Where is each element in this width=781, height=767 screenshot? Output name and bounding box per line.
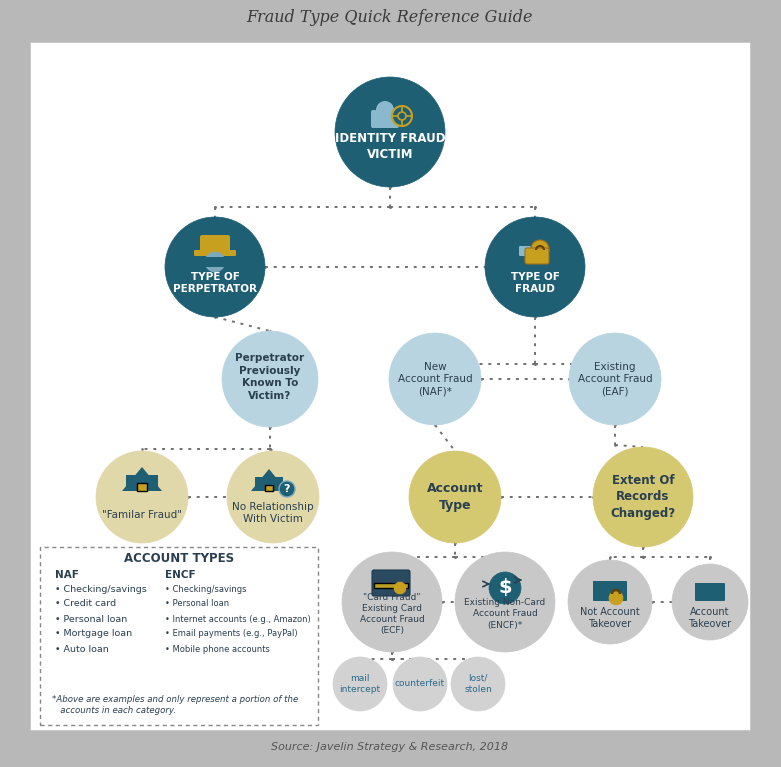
Text: Account
Takeover: Account Takeover xyxy=(688,607,732,629)
Text: • Email payments (e.g., PayPal): • Email payments (e.g., PayPal) xyxy=(165,630,298,638)
FancyBboxPatch shape xyxy=(374,583,408,588)
Circle shape xyxy=(205,252,225,272)
Circle shape xyxy=(451,657,505,711)
Circle shape xyxy=(342,552,442,652)
Circle shape xyxy=(672,564,748,640)
Text: ENCF: ENCF xyxy=(165,570,195,580)
Polygon shape xyxy=(251,469,287,491)
Text: TYPE OF
PERPETRATOR: TYPE OF PERPETRATOR xyxy=(173,272,257,295)
Text: lost/
stolen: lost/ stolen xyxy=(464,674,492,694)
FancyBboxPatch shape xyxy=(525,248,549,264)
Circle shape xyxy=(393,657,447,711)
Circle shape xyxy=(489,572,521,604)
Circle shape xyxy=(455,552,555,652)
Text: "Card Fraud"
Existing Card
Account Fraud
(ECF): "Card Fraud" Existing Card Account Fraud… xyxy=(359,593,424,635)
FancyBboxPatch shape xyxy=(30,42,750,730)
Text: • Internet accounts (e.g., Amazon): • Internet accounts (e.g., Amazon) xyxy=(165,614,311,624)
Circle shape xyxy=(333,657,387,711)
Text: $: $ xyxy=(498,578,512,597)
Text: • Personal loan: • Personal loan xyxy=(55,614,127,624)
FancyBboxPatch shape xyxy=(194,250,236,256)
FancyBboxPatch shape xyxy=(593,581,611,589)
Text: ?: ? xyxy=(284,484,291,494)
FancyBboxPatch shape xyxy=(519,246,531,256)
Circle shape xyxy=(485,217,585,317)
Text: Extent Of
Records
Changed?: Extent Of Records Changed? xyxy=(611,475,676,519)
FancyBboxPatch shape xyxy=(40,547,318,725)
Text: Fraud Type Quick Reference Guide: Fraud Type Quick Reference Guide xyxy=(247,8,533,25)
Circle shape xyxy=(165,217,265,317)
Text: New
Account Fraud
(NAF)*: New Account Fraud (NAF)* xyxy=(398,361,473,397)
Text: • Mortgage loan: • Mortgage loan xyxy=(55,630,132,638)
Text: counterfeit: counterfeit xyxy=(395,680,445,689)
Circle shape xyxy=(569,333,661,425)
Text: Account
Type: Account Type xyxy=(426,482,483,512)
Text: • Credit card: • Credit card xyxy=(55,600,116,608)
Circle shape xyxy=(531,240,549,258)
Circle shape xyxy=(394,582,406,594)
Circle shape xyxy=(222,331,318,427)
Polygon shape xyxy=(126,475,158,491)
Text: • Checking/savings: • Checking/savings xyxy=(55,584,147,594)
Circle shape xyxy=(593,447,693,547)
Circle shape xyxy=(96,451,188,543)
Circle shape xyxy=(227,451,319,543)
Circle shape xyxy=(392,106,412,126)
FancyBboxPatch shape xyxy=(202,257,228,267)
Circle shape xyxy=(609,591,623,605)
FancyBboxPatch shape xyxy=(593,581,627,601)
Text: TYPE OF
FRAUD: TYPE OF FRAUD xyxy=(511,272,559,295)
Text: Not Account
Takeover: Not Account Takeover xyxy=(580,607,640,629)
FancyBboxPatch shape xyxy=(371,110,399,128)
FancyBboxPatch shape xyxy=(695,583,725,601)
Text: • Auto loan: • Auto loan xyxy=(55,644,109,653)
Text: • Checking/savings: • Checking/savings xyxy=(165,584,247,594)
Circle shape xyxy=(409,451,501,543)
FancyBboxPatch shape xyxy=(265,485,273,491)
Text: ACCOUNT TYPES: ACCOUNT TYPES xyxy=(124,552,234,565)
Text: IDENTITY FRAUD
VICTIM: IDENTITY FRAUD VICTIM xyxy=(335,131,445,160)
Text: • Mobile phone accounts: • Mobile phone accounts xyxy=(165,644,270,653)
Polygon shape xyxy=(255,477,283,491)
Text: Existing
Account Fraud
(EAF): Existing Account Fraud (EAF) xyxy=(578,361,652,397)
Polygon shape xyxy=(122,467,162,491)
FancyBboxPatch shape xyxy=(137,483,147,491)
Text: mail
intercept: mail intercept xyxy=(340,674,380,694)
Text: NAF: NAF xyxy=(55,570,79,580)
Text: Source: Javelin Strategy & Research, 2018: Source: Javelin Strategy & Research, 201… xyxy=(272,742,508,752)
FancyBboxPatch shape xyxy=(372,570,410,596)
FancyBboxPatch shape xyxy=(200,235,230,253)
Text: Perpetrator
Previously
Known To
Victim?: Perpetrator Previously Known To Victim? xyxy=(235,354,305,400)
Circle shape xyxy=(398,112,406,120)
Text: "Familar Fraud": "Familar Fraud" xyxy=(102,510,182,520)
Circle shape xyxy=(335,77,445,187)
Circle shape xyxy=(568,560,652,644)
FancyBboxPatch shape xyxy=(695,583,711,591)
Circle shape xyxy=(389,333,481,425)
Text: • Personal loan: • Personal loan xyxy=(165,600,229,608)
Circle shape xyxy=(376,101,394,119)
Text: *Above are examples and only represent a portion of the
   accounts in each cate: *Above are examples and only represent a… xyxy=(52,695,298,716)
Text: Existing Non-Card
Account Fraud
(ENCF)*: Existing Non-Card Account Fraud (ENCF)* xyxy=(465,598,546,630)
Circle shape xyxy=(279,481,295,497)
Text: No Relationship
With Victim: No Relationship With Victim xyxy=(232,502,314,524)
